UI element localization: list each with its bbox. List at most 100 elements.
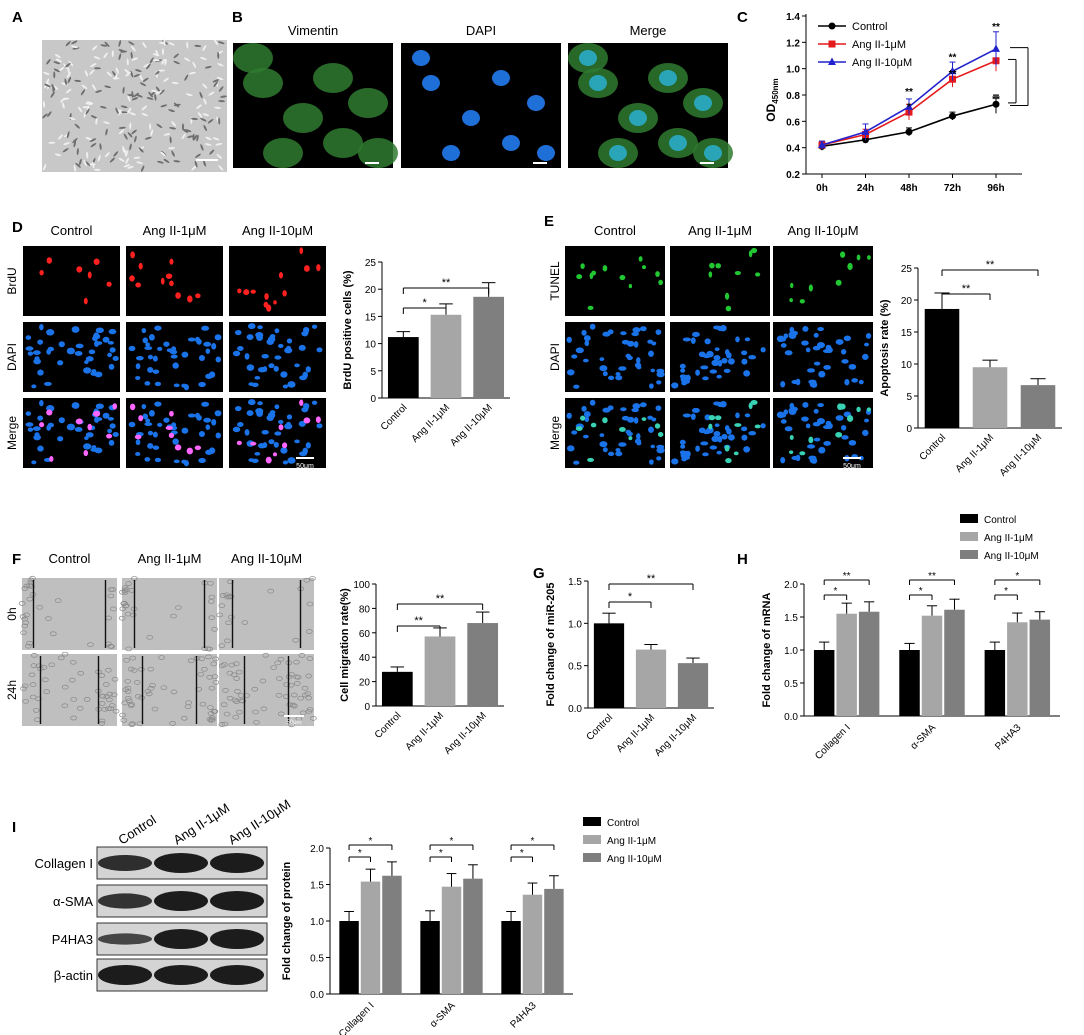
cell <box>292 637 300 643</box>
legend-label: Ang II-1μM <box>852 39 906 51</box>
cell <box>169 410 174 417</box>
cell <box>681 456 688 462</box>
cell <box>211 342 217 350</box>
scale-bar-label: 50μm <box>843 463 861 470</box>
cell <box>90 63 97 67</box>
cell <box>727 358 735 365</box>
cell <box>207 717 215 723</box>
cell <box>57 655 65 661</box>
cell <box>161 58 166 65</box>
cell <box>144 457 151 462</box>
y-tick-label: 25 <box>365 258 377 269</box>
cell <box>184 74 189 81</box>
cell <box>141 105 147 111</box>
cell <box>135 282 141 288</box>
cell <box>105 706 112 712</box>
cell <box>197 671 205 677</box>
cell <box>25 643 32 649</box>
bar-1 <box>972 367 1008 428</box>
cell <box>695 445 700 452</box>
cell <box>633 341 639 348</box>
cell <box>211 418 217 426</box>
cell <box>648 350 654 357</box>
y-tick-label: 60 <box>359 629 371 640</box>
cell <box>304 404 309 411</box>
cell <box>632 327 641 333</box>
cell <box>161 48 164 56</box>
cell <box>589 399 596 406</box>
blot-band <box>210 929 264 949</box>
cell <box>251 686 259 692</box>
cell <box>71 402 80 409</box>
cell <box>215 356 221 363</box>
cell <box>259 678 267 684</box>
cell <box>168 432 175 438</box>
row-label-tunel: TUNEL <box>548 261 562 301</box>
cell <box>33 358 41 365</box>
cell <box>84 70 89 77</box>
y-tick-label: 5 <box>370 367 376 378</box>
cell <box>218 165 224 171</box>
cell <box>305 695 312 701</box>
y-tick-label: 0.4 <box>786 144 800 155</box>
cell <box>618 366 627 371</box>
significance-mark: * <box>439 848 443 859</box>
cell <box>639 326 647 332</box>
cell <box>83 449 89 457</box>
cell <box>93 168 101 171</box>
significance-mark: * <box>907 102 911 113</box>
cell <box>154 381 162 387</box>
cell <box>87 642 94 647</box>
cell <box>64 78 67 86</box>
cell <box>615 448 621 452</box>
y-axis-label: Apoptosis rate (%) <box>879 299 891 397</box>
cell <box>711 435 720 443</box>
stained-cells <box>39 257 112 305</box>
cell <box>760 347 766 353</box>
cell <box>85 137 93 141</box>
x-tick-label: Ang II-10μM <box>653 712 699 758</box>
cell <box>93 258 100 265</box>
cell <box>164 58 167 66</box>
x-tick-label: 48h <box>900 183 917 194</box>
y-axis-label: Fold change of mRNA <box>761 593 773 708</box>
cell <box>21 586 29 591</box>
cell <box>250 289 256 294</box>
cell <box>92 333 101 340</box>
cell <box>679 363 686 369</box>
cell <box>566 445 575 452</box>
cell <box>105 667 112 673</box>
column-label: Ang II-1μM <box>143 223 207 238</box>
cell <box>74 79 82 82</box>
cell <box>841 435 849 440</box>
panel-b-label-merge: Merge <box>630 23 667 38</box>
significance-mark: ** <box>962 283 971 295</box>
cell <box>150 129 154 137</box>
cell <box>233 661 240 667</box>
cell <box>149 683 156 688</box>
panel-label-d: D <box>12 219 23 236</box>
cell <box>641 265 647 270</box>
cell <box>82 106 90 109</box>
cell <box>274 355 282 360</box>
cell <box>93 410 101 417</box>
cell <box>717 435 723 443</box>
y-tick-label: 100 <box>353 580 370 591</box>
cell <box>118 129 125 135</box>
bar-1 <box>1007 622 1028 716</box>
image-dapi <box>565 322 665 392</box>
cell <box>273 365 279 372</box>
cell <box>218 117 221 125</box>
cell <box>29 694 37 700</box>
y-tick-label: 0 <box>364 702 370 713</box>
cell <box>221 662 228 667</box>
cell <box>237 346 244 352</box>
column-label: Control <box>51 223 93 238</box>
cell <box>152 59 160 62</box>
cell <box>232 426 241 433</box>
cell <box>36 604 44 610</box>
row-label-dapi: DAPI <box>5 343 19 371</box>
cell <box>735 336 740 343</box>
cell <box>602 417 608 424</box>
cell <box>846 415 854 422</box>
